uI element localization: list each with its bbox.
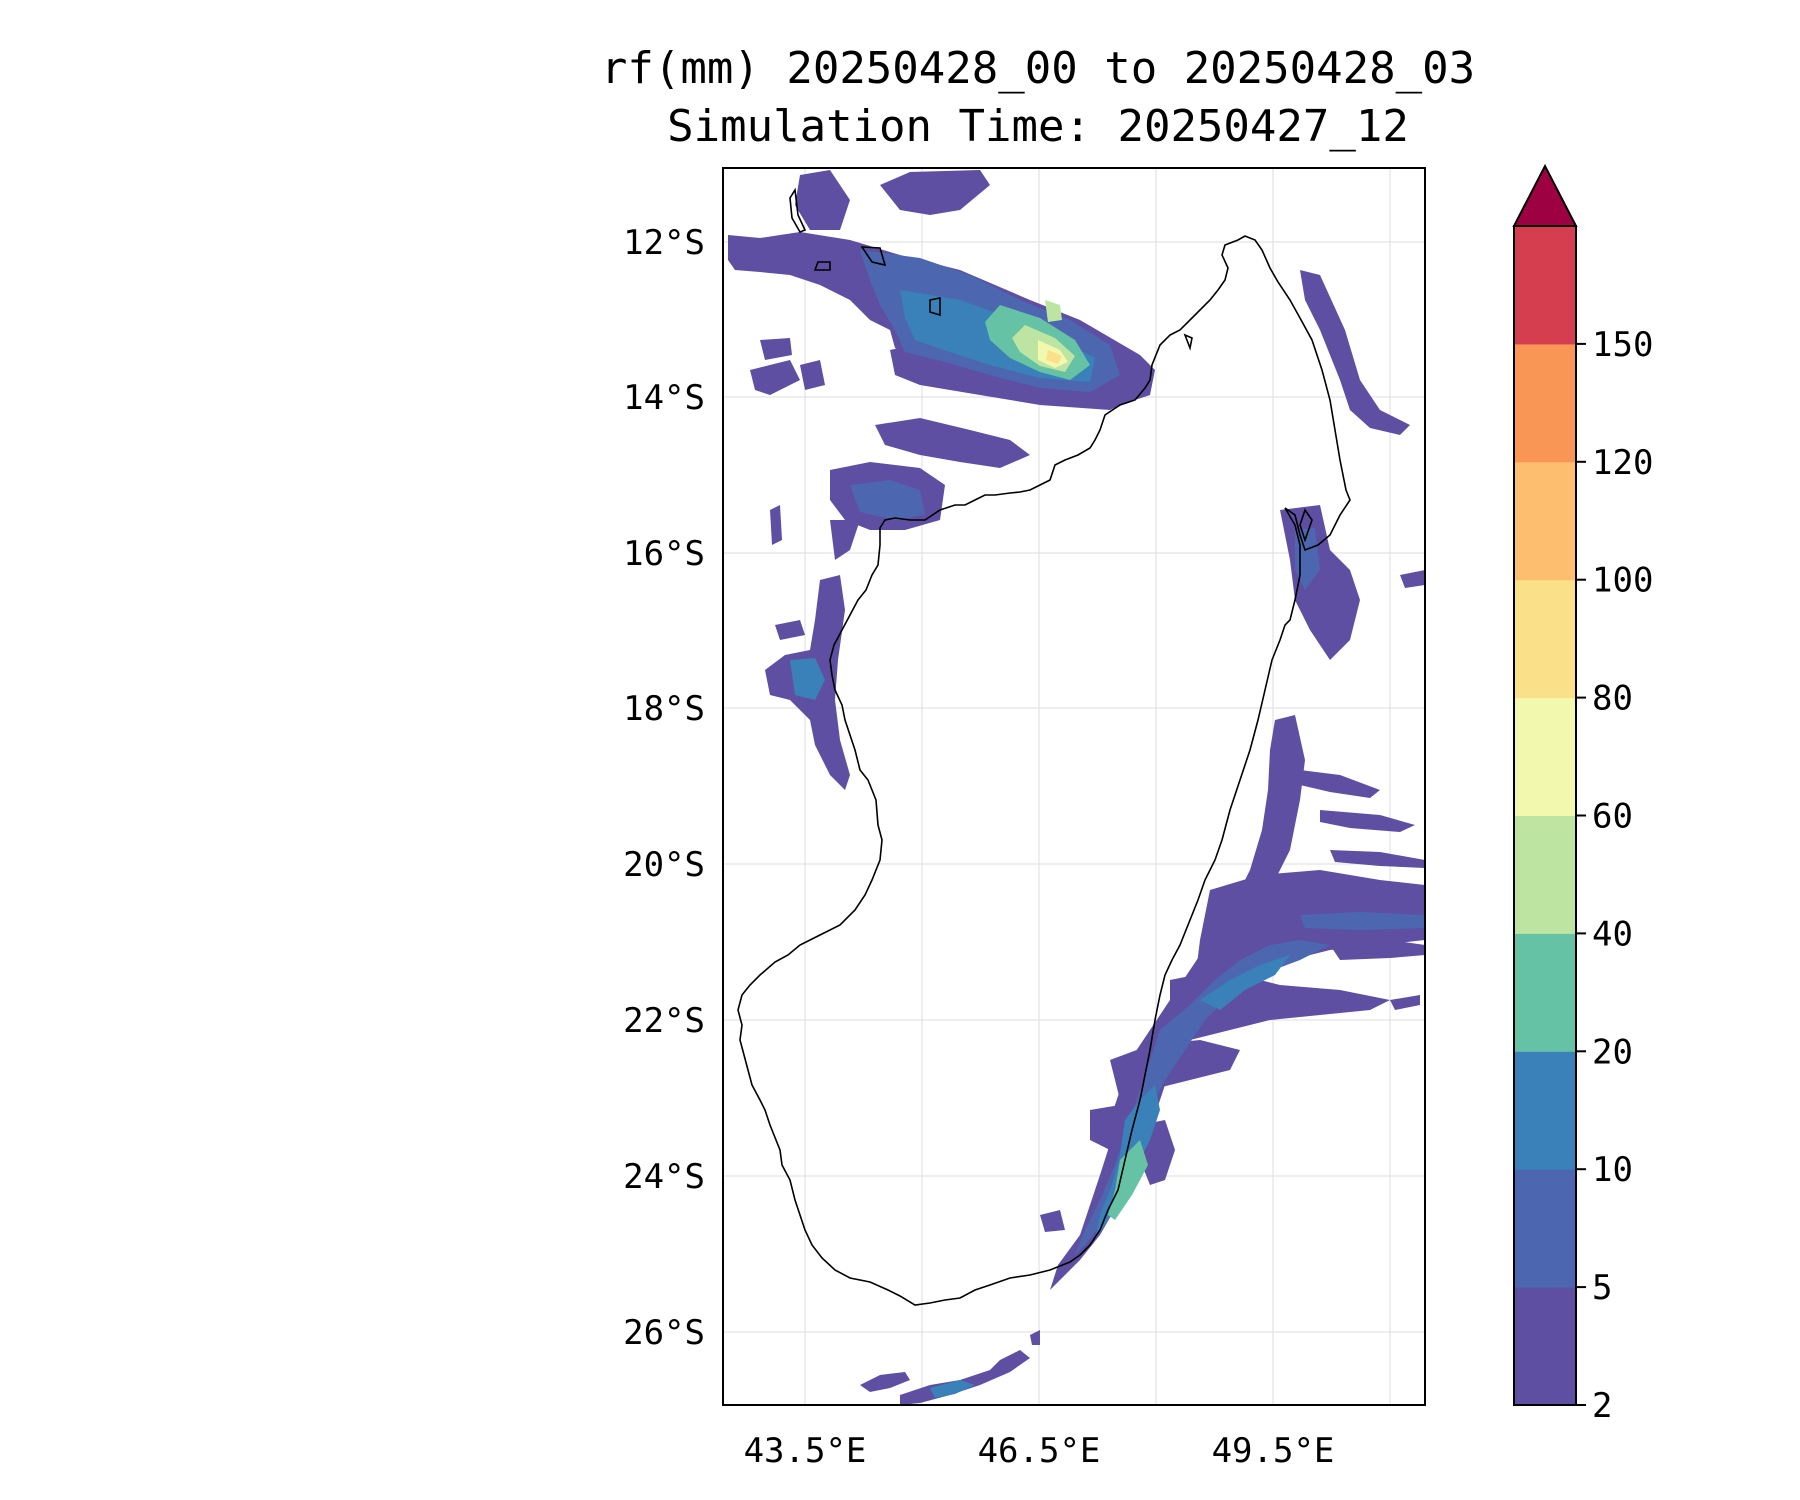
- colorbar-segment: [1514, 343, 1576, 463]
- colorbar-tick-label: 120: [1592, 443, 1653, 483]
- lat-label: 12°S: [623, 223, 705, 263]
- colorbar-tick-label: 150: [1592, 325, 1653, 365]
- colorbar-tick-label: 80: [1592, 679, 1633, 719]
- colorbar-segment: [1514, 226, 1576, 345]
- colorbar-tick-label: 100: [1592, 561, 1653, 601]
- lat-label: 22°S: [623, 1001, 705, 1041]
- madagascar-coastline: [737, 235, 1351, 1306]
- colorbar-tick-label: 60: [1592, 797, 1633, 837]
- gridlines: [723, 168, 1425, 1405]
- colorbar-segment: [1514, 461, 1576, 581]
- colorbar-segment: [1514, 1169, 1576, 1288]
- lon-axis-labels: 43.5°E 46.5°E 49.5°E: [744, 1431, 1335, 1471]
- colorbar-segment: [1514, 697, 1576, 816]
- colorbar-tick-label: 20: [1592, 1032, 1633, 1072]
- colorbar-segment: [1514, 1051, 1576, 1170]
- lon-label: 43.5°E: [744, 1431, 867, 1471]
- colorbar: 2 5 10 20 40 60 80 100 120 150: [1512, 163, 1653, 1426]
- lon-label: 46.5°E: [978, 1431, 1101, 1471]
- lat-label: 24°S: [623, 1157, 705, 1197]
- map-frame: [722, 167, 1426, 1406]
- colorbar-tick-label: 2: [1592, 1386, 1612, 1426]
- map-title: rf(mm) 20250428_00 to 20250428_03: [600, 43, 1476, 94]
- coastline: [737, 187, 1351, 1306]
- colorbar-segment: [1514, 815, 1576, 934]
- rainfall-contours: [728, 170, 1425, 1405]
- colorbar-tick-label: 10: [1592, 1150, 1633, 1190]
- lat-axis-labels: 12°S 14°S 16°S 18°S 20°S 22°S 24°S 26°S: [623, 223, 705, 1353]
- colorbar-tick-label: 5: [1592, 1268, 1612, 1308]
- colorbar-extend-arrow: [1512, 163, 1578, 227]
- lat-label: 18°S: [623, 689, 705, 729]
- map-subtitle: Simulation Time: 20250427_12: [667, 101, 1409, 152]
- lat-label: 20°S: [623, 845, 705, 885]
- colorbar-segment: [1514, 1287, 1576, 1406]
- colorbar-segment: [1514, 579, 1576, 699]
- lat-label: 16°S: [623, 534, 705, 574]
- colorbar-segment: [1514, 933, 1576, 1052]
- lat-label: 26°S: [623, 1313, 705, 1353]
- colorbar-tick-label: 40: [1592, 914, 1633, 954]
- lat-label: 14°S: [623, 378, 705, 418]
- lon-label: 49.5°E: [1212, 1431, 1335, 1471]
